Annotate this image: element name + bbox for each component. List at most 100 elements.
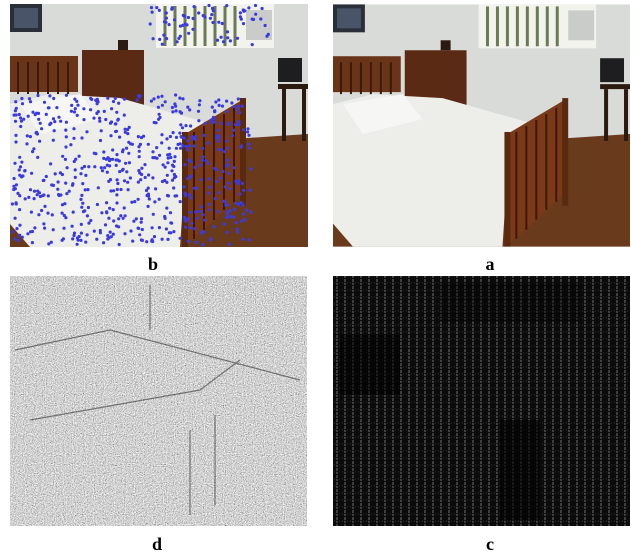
feature-point — [213, 117, 216, 120]
feature-point — [112, 233, 115, 236]
feature-point — [228, 243, 231, 246]
feature-point — [226, 158, 229, 161]
feature-point — [247, 143, 250, 146]
feature-point — [118, 243, 121, 246]
feature-point — [109, 189, 112, 192]
feature-point — [123, 179, 126, 182]
feature-point — [179, 123, 182, 126]
feature-point — [183, 192, 186, 195]
feature-point — [151, 238, 154, 241]
feature-point — [203, 219, 206, 222]
feature-point — [242, 238, 245, 241]
feature-point — [116, 119, 119, 122]
feature-point — [131, 143, 134, 146]
feature-point — [42, 179, 45, 182]
feature-point — [137, 198, 140, 201]
feature-point — [165, 227, 168, 230]
feature-point — [64, 216, 67, 219]
feature-point — [138, 96, 141, 99]
feature-point — [71, 184, 74, 187]
feature-point — [14, 134, 17, 137]
feature-point — [157, 118, 160, 121]
feature-point — [40, 209, 43, 212]
feature-point — [251, 18, 254, 21]
feature-point — [80, 206, 83, 209]
feature-point — [85, 130, 88, 133]
feature-point — [243, 218, 246, 221]
feature-point — [223, 150, 226, 153]
feature-point — [186, 106, 189, 109]
feature-point — [202, 213, 205, 216]
feature-point — [168, 23, 171, 26]
feature-point — [108, 159, 111, 162]
feature-point — [165, 181, 168, 184]
feature-point — [153, 235, 156, 238]
feature-point — [153, 121, 156, 124]
feature-point — [124, 162, 127, 165]
feature-point — [149, 22, 152, 25]
feature-point — [147, 173, 150, 176]
feature-point — [193, 144, 196, 147]
feature-point — [19, 165, 22, 168]
feature-point — [249, 211, 252, 214]
feature-point — [15, 201, 18, 204]
feature-point — [199, 164, 202, 167]
feature-point — [145, 189, 148, 192]
feature-point — [127, 141, 130, 144]
feature-point — [45, 113, 48, 116]
feature-point — [172, 131, 175, 134]
feature-point — [198, 103, 201, 106]
feature-point — [107, 217, 110, 220]
feature-point — [158, 198, 161, 201]
feature-point — [197, 119, 200, 122]
feature-point — [158, 9, 161, 12]
feature-point — [173, 18, 176, 21]
feature-point — [158, 154, 161, 157]
feature-point — [210, 119, 213, 122]
feature-point — [73, 110, 76, 113]
feature-point — [211, 121, 214, 124]
feature-point — [164, 21, 167, 24]
feature-point — [237, 203, 240, 206]
feature-point — [237, 105, 240, 108]
feature-point — [217, 134, 220, 137]
feature-point — [110, 235, 113, 238]
feature-point — [183, 185, 186, 188]
feature-point — [168, 153, 171, 156]
feature-point — [173, 155, 176, 158]
feature-point — [228, 187, 231, 190]
feature-point — [43, 205, 46, 208]
feature-point — [84, 174, 87, 177]
feature-point — [209, 186, 212, 189]
feature-point — [99, 229, 102, 232]
feature-point — [166, 238, 169, 241]
feature-point — [132, 220, 135, 223]
feature-point — [96, 203, 99, 206]
feature-point — [248, 189, 251, 192]
feature-point — [72, 127, 75, 130]
feature-point — [104, 118, 107, 121]
feature-point — [74, 158, 77, 161]
feature-point — [165, 137, 168, 140]
feature-point — [211, 106, 214, 109]
feature-point — [138, 233, 141, 236]
feature-point — [99, 139, 102, 142]
feature-point — [240, 18, 243, 21]
feature-point — [123, 98, 126, 101]
feature-point — [50, 241, 53, 244]
feature-point — [226, 213, 229, 216]
feature-point — [205, 159, 208, 162]
panel-label: b — [148, 254, 158, 274]
feature-point — [49, 122, 52, 125]
feature-point — [89, 97, 92, 100]
feature-point — [64, 129, 67, 132]
feature-point — [223, 222, 226, 225]
feature-point — [79, 172, 82, 175]
feature-point — [127, 152, 130, 155]
feature-point — [114, 97, 117, 100]
feature-point — [157, 96, 160, 99]
feature-point — [47, 194, 50, 197]
feature-point — [217, 21, 220, 24]
feature-point — [219, 122, 222, 125]
feature-point — [97, 110, 100, 113]
